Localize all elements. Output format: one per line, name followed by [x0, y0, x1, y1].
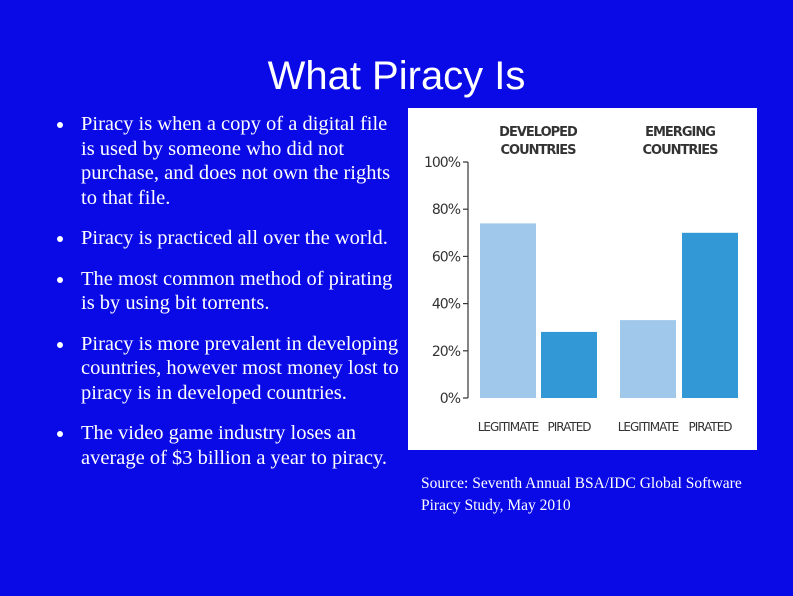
- group-header-label: COUNTRIES: [643, 143, 719, 158]
- x-category-label: PIRATED: [547, 420, 591, 434]
- bar: [541, 331, 597, 398]
- group-header-label: EMERGING: [645, 125, 715, 140]
- slide-title: What Piracy Is: [267, 54, 526, 98]
- bullet-list: Piracy is when a copy of a digital file …: [50, 112, 400, 486]
- y-tick-label: 100%: [424, 155, 461, 171]
- bullet-dot-icon: [57, 122, 63, 128]
- bullet-item: Piracy is practiced all over the world.: [50, 226, 400, 251]
- bullet-item: Piracy is more prevalent in developing c…: [50, 332, 400, 406]
- bullet-dot-icon: [57, 431, 63, 437]
- source-citation: Source: Seventh Annual BSA/IDC Global So…: [421, 475, 742, 514]
- bullet-text: Piracy is more prevalent in developing c…: [81, 332, 399, 404]
- y-tick-label: 40%: [432, 297, 461, 313]
- bullet-dot-icon: [57, 276, 63, 283]
- x-category-label: LEGITIMATE: [478, 420, 539, 434]
- bar: [480, 223, 536, 398]
- bullet-text: Piracy is when a copy of a digital file …: [81, 113, 391, 209]
- bar: [682, 232, 738, 398]
- bullet-dot-icon: [57, 341, 63, 348]
- group-header-label: COUNTRIES: [501, 143, 577, 158]
- bullet-dot-icon: [57, 236, 63, 242]
- bullet-item: The video game industry loses an average…: [50, 421, 400, 470]
- y-tick-label: 0%: [440, 391, 461, 407]
- bullet-item: Piracy is when a copy of a digital file …: [50, 112, 400, 210]
- y-tick-label: 80%: [432, 202, 461, 218]
- bullet-text: The video game industry loses an average…: [81, 422, 388, 469]
- x-category-label: PIRATED: [688, 420, 732, 434]
- x-category-label: LEGITIMATE: [618, 420, 679, 434]
- bullet-item: The most common method of pirating is by…: [50, 267, 400, 316]
- y-tick-label: 20%: [432, 344, 461, 360]
- bullet-text: The most common method of pirating is by…: [81, 267, 393, 315]
- group-header-label: DEVELOPED: [499, 125, 578, 140]
- chart-canvas: 0% 20% 40% 60% 80% 100% LEGITIMATE PIRATED LEGIT…: [424, 125, 738, 434]
- bar: [620, 320, 676, 398]
- piracy-chart: 0% 20% 40% 60% 80% 100% LEGITIMATE PIRATED LEGIT…: [408, 108, 757, 450]
- y-tick-label: 60%: [432, 249, 461, 265]
- bullet-text: Piracy is practiced all over the world.: [81, 227, 388, 249]
